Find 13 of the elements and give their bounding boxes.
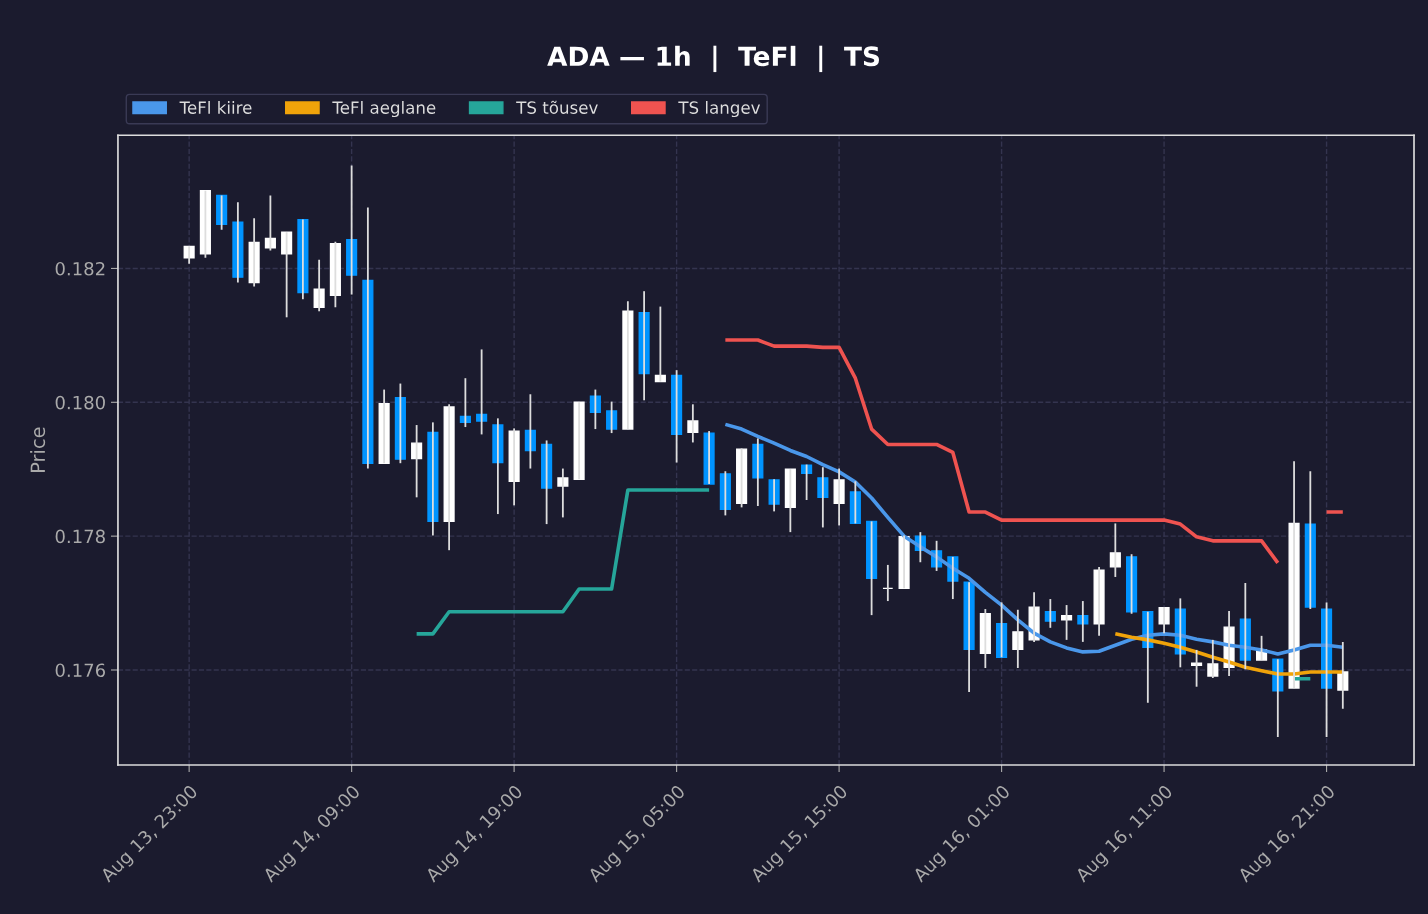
legend-label: TeFl aeglane xyxy=(332,100,436,118)
y-axis-title: Price xyxy=(30,427,46,472)
candlestick xyxy=(996,601,1008,659)
legend-label: TS tõusev xyxy=(516,100,598,114)
chart-title: ADA — 1h | TeFl | TS xyxy=(547,45,880,73)
legend-label: TeFl kiire xyxy=(179,100,252,114)
legend-label: TS langev xyxy=(678,100,761,118)
y-tick-label: 0.182 xyxy=(55,261,105,276)
y-tick-label: 0.178 xyxy=(55,529,105,544)
candlestick xyxy=(882,564,894,602)
candlestick xyxy=(1126,553,1138,615)
y-tick-label: 0.180 xyxy=(55,395,105,410)
y-tick-label: 0.176 xyxy=(55,663,106,678)
